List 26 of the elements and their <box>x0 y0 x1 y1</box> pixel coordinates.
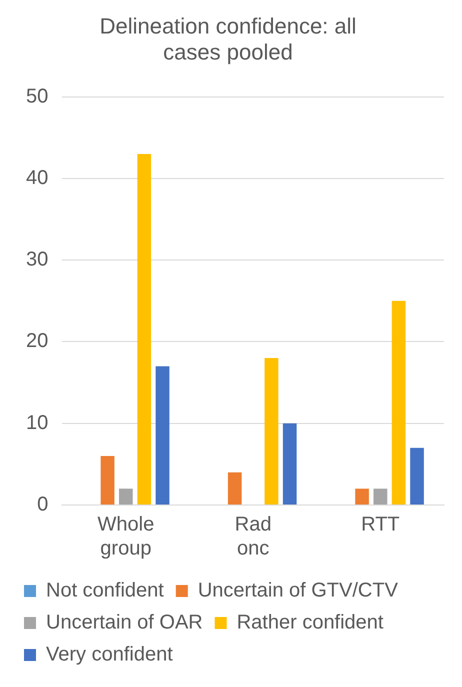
legend-label: Very confident <box>46 644 174 666</box>
legend-label: Uncertain of OAR <box>46 612 203 634</box>
legend-label: Uncertain of GTV/CTV <box>198 580 399 602</box>
bar <box>410 448 424 504</box>
bar <box>228 472 242 504</box>
bar <box>119 488 133 504</box>
y-tick-label: 10 <box>26 412 48 434</box>
y-tick-label: 0 <box>37 494 48 516</box>
y-tick-label: 40 <box>26 166 48 189</box>
x-tick-label: RTT <box>361 514 400 536</box>
legend-label: Rather confident <box>236 612 384 634</box>
y-tick-label: 30 <box>26 248 48 271</box>
bar <box>355 488 369 504</box>
x-tick-label: Rad onc <box>234 514 272 560</box>
bar <box>100 456 114 504</box>
bar <box>137 154 152 504</box>
x-tick-label: Whole group <box>98 514 154 560</box>
legend-label: Not confident <box>46 580 164 602</box>
bar <box>264 358 278 504</box>
bar <box>156 366 170 504</box>
bar <box>374 488 388 504</box>
bar <box>282 423 297 504</box>
y-tick-label: 20 <box>26 330 48 352</box>
chart-title: Delineation confidence: all cases pooled <box>100 13 356 65</box>
bar <box>392 300 406 504</box>
y-tick-label: 50 <box>26 85 48 108</box>
